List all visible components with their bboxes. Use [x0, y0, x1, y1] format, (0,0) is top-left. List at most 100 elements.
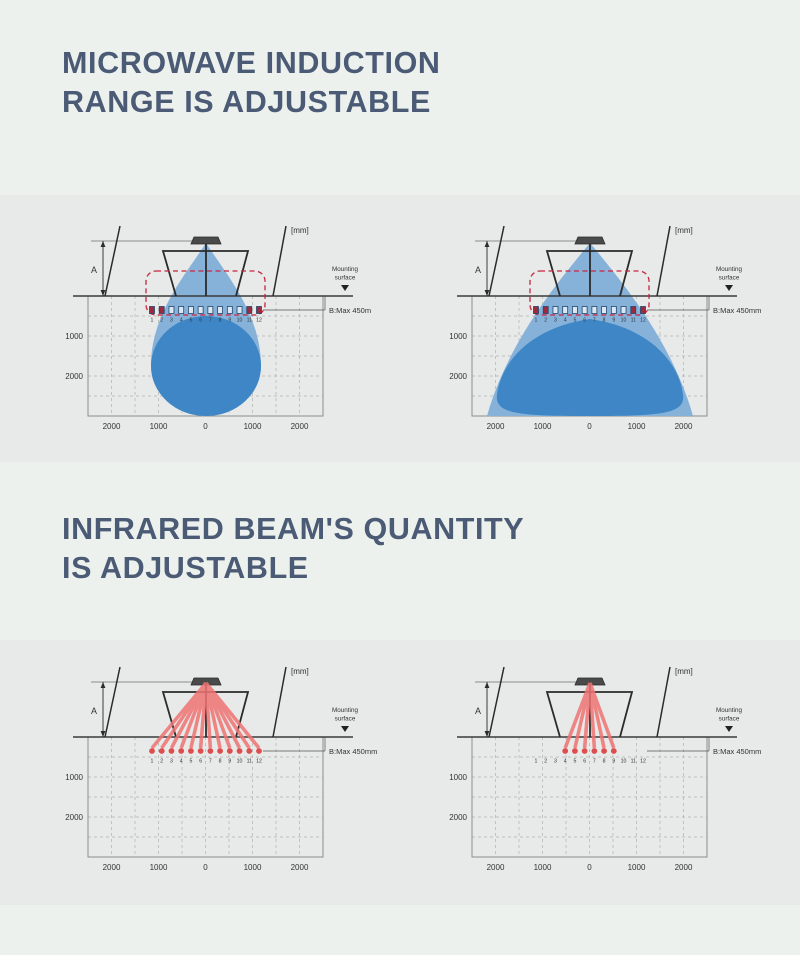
emitter-number: 5: [189, 759, 192, 765]
emitter-square: [630, 306, 637, 314]
band-infrared-diagrams: A [mm] 1 2 3 4 5 6 7 8 9 10 11 12 Mounting surface B:Max…: [0, 640, 800, 905]
beam-end-dot: [601, 748, 607, 754]
detection-grid: [87, 736, 324, 858]
unit-label: [mm]: [675, 667, 693, 676]
x-tick-label: 1000: [150, 863, 168, 872]
depth-dimension: B:Max 450mm: [647, 296, 761, 315]
emitter-number: 12: [640, 318, 646, 324]
height-dimension-label: A: [91, 265, 97, 275]
mounting-label-line1: Mounting: [716, 707, 742, 714]
emitter-square: [207, 306, 214, 314]
emitter-number: 11: [631, 318, 636, 324]
beam-end-dot: [562, 748, 569, 754]
emitter-number: 9: [612, 318, 615, 324]
x-tick-label: 0: [203, 863, 208, 872]
depth-dimension-label: B:Max 450mm: [713, 306, 761, 315]
emitter-number: 7: [593, 759, 596, 765]
beam-line: [204, 681, 261, 750]
y-tick-label: 1000: [65, 332, 83, 341]
sensor-icon: [190, 677, 222, 686]
x-tick-label: 1000: [628, 422, 646, 431]
beam-end-dot: [149, 748, 155, 754]
arrow-down-icon: [100, 731, 106, 737]
axis-labels: 2000 1000 0 1000 2000 1000 2000: [449, 773, 693, 872]
detection-area: [151, 243, 261, 417]
section-infrared-title: INFRARED BEAM'S QUANTITY IS ADJUSTABLE: [0, 462, 800, 640]
emitter-number: 7: [209, 318, 212, 324]
infrared-beams: [149, 681, 262, 754]
emitter-square: [246, 306, 253, 314]
sensor-icon: [574, 236, 606, 245]
depth-dimension: B:Max 450mm: [647, 737, 761, 756]
right-slant-line: [272, 666, 287, 738]
emitter-square: [236, 306, 243, 314]
unit-label: [mm]: [291, 667, 309, 676]
axis-labels: 2000 1000 0 1000 2000 1000 2000: [65, 773, 309, 872]
mounting-label-line2: surface: [335, 716, 356, 723]
emitter-number: 4: [180, 759, 183, 765]
arrow-down-icon: [100, 290, 106, 296]
emitter-number: 6: [199, 318, 202, 324]
section-microwave-title: MICROWAVE INDUCTION RANGE IS ADJUSTABLE: [0, 0, 800, 195]
arrow-down-icon: [484, 731, 490, 737]
unit-label: [mm]: [675, 226, 693, 235]
emitter-square: [217, 306, 223, 314]
emitter-number: 1: [535, 318, 538, 324]
mounting-pointer-icon: [725, 726, 733, 732]
infrared-beams: [562, 682, 617, 754]
left-slant-line: [104, 225, 121, 297]
height-dimension: A: [91, 241, 106, 296]
emitter-numbers: 1 2 3 4 5 6 7 8 9 10 11 12: [151, 318, 262, 324]
y-tick-label: 2000: [449, 372, 467, 381]
x-tick-label: 1000: [244, 863, 262, 872]
mounting-surface-label: Mounting surface: [332, 707, 358, 732]
emitter-number: 7: [593, 318, 596, 324]
emitter-number: 11: [631, 759, 636, 765]
y-tick-label: 1000: [65, 773, 83, 782]
x-tick-label: 0: [587, 863, 592, 872]
mounting-label-line2: surface: [719, 716, 740, 723]
x-tick-label: 1000: [534, 863, 552, 872]
left-slant-line: [488, 225, 505, 297]
height-dimension: A: [475, 682, 490, 737]
infrared-title-line1: INFRARED BEAM'S QUANTITY: [62, 512, 525, 546]
emitter-square: [591, 306, 598, 314]
x-tick-label: 2000: [675, 422, 693, 431]
left-slant-line: [488, 666, 505, 738]
emitter-number: 6: [583, 318, 586, 324]
x-tick-label: 2000: [487, 863, 505, 872]
emitter-number: 12: [256, 318, 262, 324]
y-tick-label: 1000: [449, 773, 467, 782]
emitter-number: 8: [219, 318, 222, 324]
microwave-wide-range-diagram: A[mm]1 2 3 4 5 6 7 8 9 10 11 12MountingsurfaceB:Max…: [449, 225, 761, 431]
emitter-number: 9: [228, 759, 231, 765]
x-tick-label: 1000: [150, 422, 168, 431]
beam-end-dot: [591, 748, 598, 754]
emitter-square: [610, 306, 617, 314]
arrow-up-icon: [100, 241, 106, 247]
beam-end-dot: [256, 748, 262, 754]
x-tick-label: 2000: [487, 422, 505, 431]
emitter-number: 3: [554, 759, 557, 765]
depth-dimension-label: B:Max 450m: [329, 306, 371, 315]
mounting-label-line1: Mounting: [716, 266, 742, 273]
emitter-square: [601, 306, 607, 314]
emitter-number: 3: [170, 759, 173, 765]
emitter-square: [188, 306, 194, 314]
y-tick-label: 2000: [65, 813, 83, 822]
emitter-number: 12: [256, 759, 262, 765]
detection-core: [151, 316, 261, 416]
beam-end-dot: [572, 748, 578, 754]
emitter-square: [562, 306, 569, 314]
emitter-square: [256, 306, 262, 314]
emitter-number: 10: [621, 759, 627, 765]
x-tick-label: 1000: [244, 422, 262, 431]
mounting-pointer-icon: [341, 285, 349, 291]
emitter-number: 1: [151, 759, 154, 765]
arrow-up-icon: [484, 682, 490, 688]
height-dimension-label: A: [475, 265, 481, 275]
emitter-number: 10: [237, 759, 243, 765]
emitter-square: [552, 306, 559, 314]
beam-end-dot: [581, 748, 588, 754]
